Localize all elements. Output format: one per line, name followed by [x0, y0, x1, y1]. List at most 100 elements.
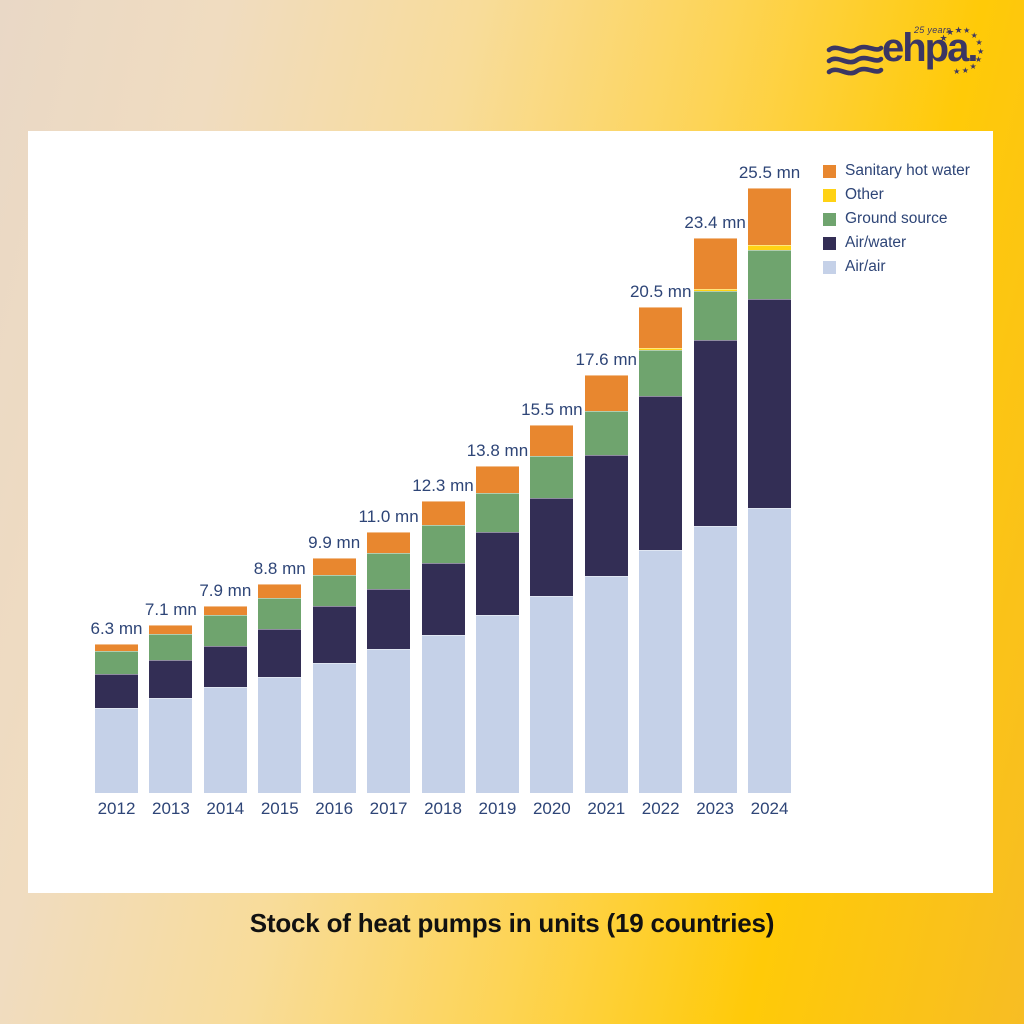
bar-segment-air-water: [693, 339, 737, 527]
bar-segment-sanitary-hot-water: [584, 375, 628, 411]
bar-total-label: 7.9 mn: [199, 580, 252, 600]
bar-total-label: 11.0 mn: [358, 506, 419, 526]
stars-arc-icon: ★ ★ ★ ★ ★ ★ ★ ★ ★ ★ ★: [826, 24, 996, 94]
bar-segment-air-air: [475, 615, 519, 793]
bar-segment-air-air: [530, 596, 574, 793]
x-axis-year-label: 2017: [369, 799, 408, 818]
bar-segment-sanitary-hot-water: [367, 531, 411, 554]
star-icon: ★: [961, 66, 969, 76]
logo-anniversary-text: 25 years: [914, 25, 951, 35]
bar-segment-air-air: [639, 549, 683, 793]
bar-segment-ground-source: [95, 650, 138, 675]
bar-segment-sanitary-hot-water: [475, 465, 519, 493]
x-axis-year-label: 2018: [424, 799, 462, 818]
bar-segment-ground-source: [203, 615, 247, 646]
bar-segment-sanitary-hot-water: [530, 425, 574, 457]
bar-total-label: 23.4 mn: [684, 212, 746, 232]
legend-label: Sanitary hot water: [845, 162, 970, 179]
x-axis-year-label: 2020: [532, 799, 571, 818]
chart-plot-area: 6.3 mn 2012 7.1 mn 2013 7.9 mn 2014 8.8 mn 2015…: [28, 131, 993, 818]
bar-segment-ground-source: [584, 410, 628, 455]
bar-segment-air-air: [421, 635, 465, 793]
bar-segment-ground-source: [258, 598, 302, 630]
bar-segment-air-air: [367, 649, 411, 793]
bar-segment-sanitary-hot-water: [693, 237, 737, 289]
bar-total-label: 7.1 mn: [144, 599, 197, 619]
legend-label: Other: [845, 186, 884, 203]
x-axis-year-label: 2019: [478, 799, 517, 818]
legend-label: Ground source: [845, 210, 948, 227]
legend-item: Ground source: [823, 207, 970, 231]
x-axis-year-label: 2023: [696, 799, 735, 818]
bar-segment-air-air: [312, 662, 356, 793]
bar-total-label: 13.8 mn: [466, 440, 529, 460]
x-axis-year-label: 2016: [315, 799, 354, 818]
bar-segment-sanitary-hot-water: [95, 643, 138, 651]
ehpa-logo: 25 years ehpa. ★ ★ ★ ★ ★ ★ ★ ★ ★ ★ ★: [826, 24, 996, 94]
star-icon: ★: [976, 46, 985, 56]
bar-segment-sanitary-hot-water: [203, 605, 247, 616]
bar-segment-ground-source: [475, 492, 519, 532]
bar-segment-air-water: [95, 674, 138, 708]
x-axis-year-label: 2015: [260, 799, 299, 818]
bar-segment-air-air: [203, 687, 247, 793]
bar-segment-air-water: [258, 629, 302, 677]
bar-segment-air-water: [421, 562, 465, 636]
star-icon: ★: [970, 30, 978, 40]
bar-total-label: 8.8 mn: [253, 559, 306, 579]
bar-segment-air-water: [530, 497, 574, 597]
bar-segment-sanitary-hot-water: [312, 558, 356, 575]
bar-segment-air-air: [693, 526, 737, 793]
bar-segment-ground-source: [312, 574, 356, 606]
bar-segment-air-water: [367, 588, 411, 650]
bar-total-label: 15.5 mn: [521, 400, 583, 420]
bar-segment-ground-source: [530, 456, 574, 498]
chart-caption: Stock of heat pumps in units (19 countri…: [249, 908, 775, 938]
legend-item: Air/water: [823, 231, 970, 255]
star-icon: ★: [975, 38, 983, 48]
legend-label: Air/air: [845, 258, 886, 275]
x-axis-year-label: 2022: [641, 799, 680, 818]
bar-segment-sanitary-hot-water: [258, 584, 302, 599]
legend-item: Other: [823, 183, 970, 207]
bar-segment-air-air: [748, 508, 792, 793]
bar-total-label: 17.6 mn: [575, 350, 637, 370]
x-axis-year-label: 2024: [750, 799, 789, 818]
bar-segment-air-air: [95, 707, 138, 793]
bar-segment-air-water: [748, 299, 792, 509]
x-axis-year-label: 2013: [151, 799, 190, 818]
star-icon: ★: [946, 27, 955, 38]
chart-panel: 6.3 mn 2012 7.1 mn 2013 7.9 mn 2014 8.8 mn 2015…: [28, 131, 993, 893]
legend-swatch: [823, 188, 836, 202]
bar-total-label: 6.3 mn: [90, 618, 143, 638]
star-icon: ★: [963, 26, 971, 36]
star-icon: ★: [953, 66, 961, 76]
bar-segment-sanitary-hot-water: [149, 624, 193, 635]
x-axis-year-label: 2012: [97, 799, 136, 818]
bar-segment-sanitary-hot-water: [748, 187, 792, 245]
bar-total-label: 25.5 mn: [738, 162, 801, 182]
legend-swatch: [823, 236, 836, 250]
bar-segment-air-water: [203, 645, 247, 688]
bar-segment-other: [639, 348, 683, 351]
bar-segment-other: [748, 244, 792, 250]
star-icon: ★: [974, 55, 983, 65]
legend: Sanitary hot water Other Ground source Air/…: [823, 159, 970, 279]
bar-segment-air-water: [149, 660, 193, 699]
legend-label: Air/water: [845, 234, 907, 251]
bar-total-label: 20.5 mn: [629, 281, 692, 301]
bar-segment-air-air: [258, 676, 302, 793]
bar-segment-air-water: [584, 454, 628, 576]
bar-segment-ground-source: [693, 291, 737, 340]
bar-segment-ground-source: [367, 553, 411, 589]
star-icon: ★: [954, 25, 963, 36]
legend-swatch: [823, 260, 836, 274]
bar-total-label: 12.3 mn: [412, 476, 474, 496]
bar-segment-ground-source: [149, 634, 193, 661]
bar-segment-ground-source: [421, 524, 465, 563]
bar-segment-sanitary-hot-water: [421, 501, 465, 525]
star-icon: ★: [969, 62, 977, 72]
bar-segment-air-water: [475, 531, 519, 616]
legend-item: Sanitary hot water: [823, 159, 970, 183]
